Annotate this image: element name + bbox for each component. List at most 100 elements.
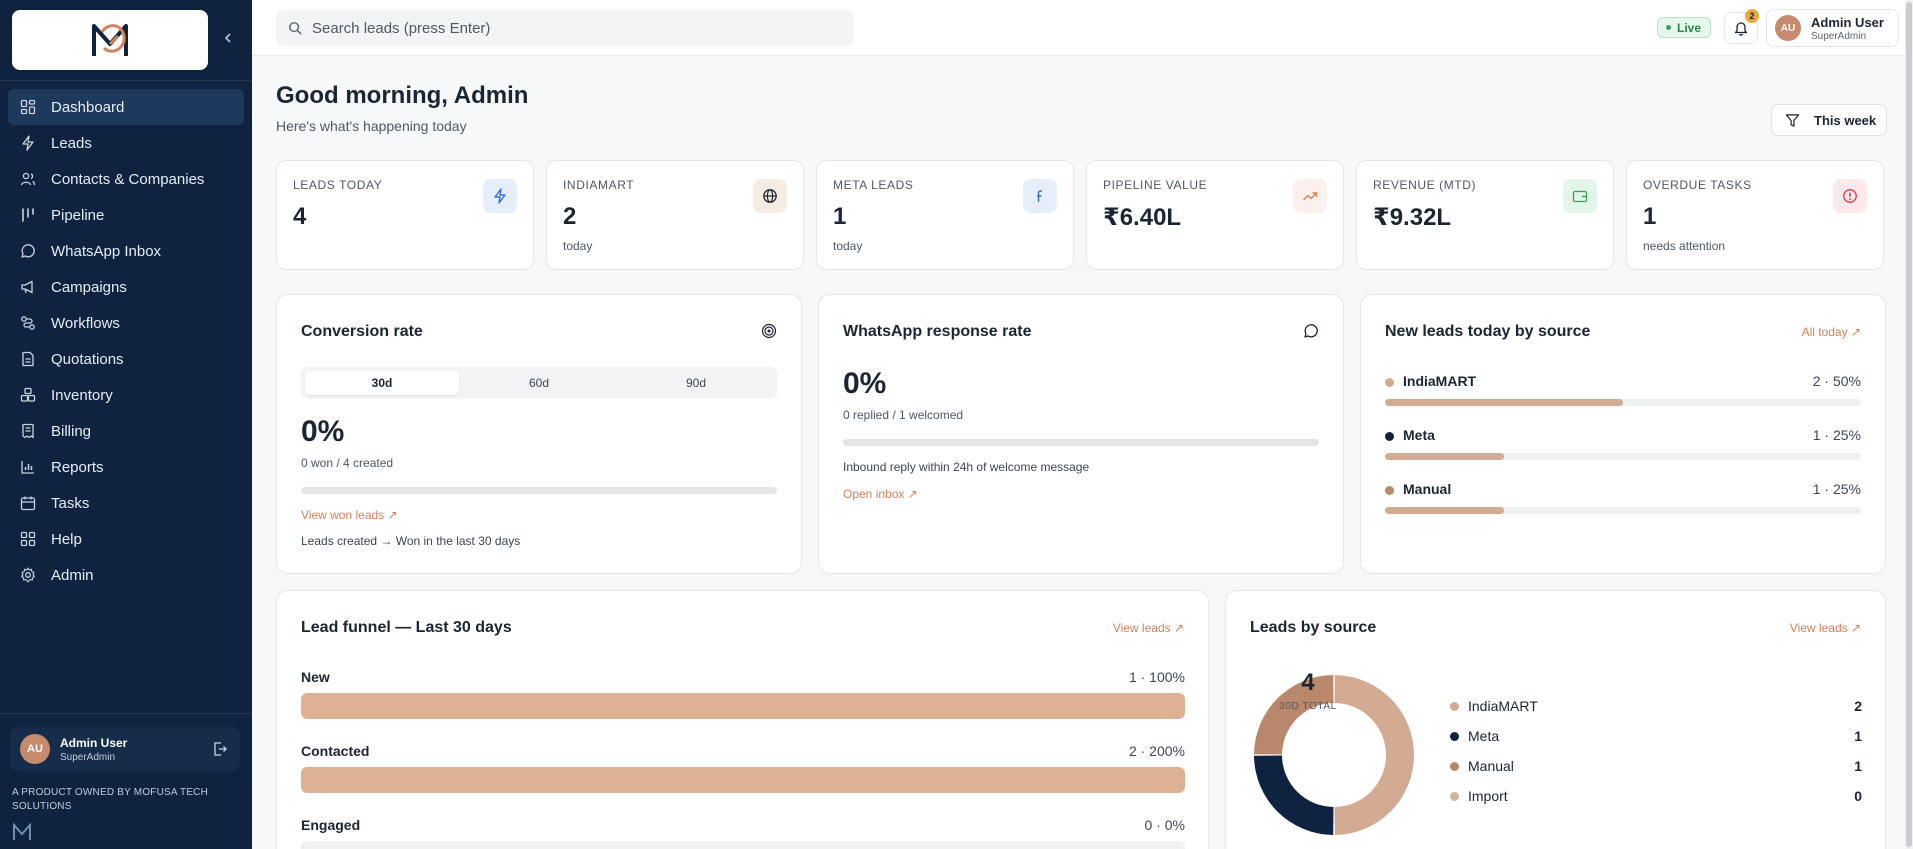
stat-value: ₹6.40L [1103, 204, 1182, 231]
sidebar-item-contacts[interactable]: Contacts & Companies [8, 161, 244, 197]
sidebar-item-reports[interactable]: Reports [8, 449, 244, 485]
calendar-icon [20, 496, 36, 511]
sidebar-item-admin[interactable]: Admin [8, 557, 244, 593]
source-bar-fill [1385, 507, 1504, 514]
stat-value: ₹9.32L [1373, 204, 1452, 231]
stat-card-revenue[interactable]: REVENUE (MTD) ₹9.32L [1356, 160, 1614, 270]
sidebar-item-inventory[interactable]: Inventory [8, 377, 244, 413]
open-inbox-link[interactable]: Open inbox ↗ [843, 487, 918, 501]
facebook-icon [1037, 190, 1042, 202]
all-today-link[interactable]: All today ↗ [1801, 325, 1861, 339]
brand-mini-logo-icon [13, 822, 31, 840]
leads-source-donut-chart [1254, 675, 1414, 835]
sidebar-item-pipeline[interactable]: Pipeline [8, 197, 244, 233]
legend-value: 1 [1854, 758, 1862, 774]
collapse-sidebar-button[interactable] [220, 30, 236, 46]
sidebar-item-label: Pipeline [51, 206, 105, 224]
sidebar-item-label: Billing [51, 422, 92, 440]
live-label: Live [1677, 20, 1702, 35]
legend-value: 0 [1854, 788, 1862, 804]
legend-name: IndiaMART [1468, 698, 1538, 714]
donut-slice-meta[interactable] [1254, 755, 1334, 835]
conversion-value: 0% [301, 415, 345, 448]
legend-item-meta: Meta 1 [1450, 727, 1862, 747]
sidebar-item-quotations[interactable]: Quotations [8, 341, 244, 377]
source-dot [1385, 378, 1394, 387]
funnel-stage-count: 1 · 100% [1128, 669, 1185, 685]
zap-icon [494, 188, 506, 204]
stat-label: OVERDUE TASKS [1643, 178, 1752, 192]
source-name: Manual [1403, 481, 1452, 497]
stat-card-indiamart[interactable]: INDIAMART 2 today [546, 160, 804, 270]
tab-60d[interactable]: 60d [528, 376, 550, 390]
sidebar-item-label: Quotations [51, 350, 124, 368]
zap-icon [22, 135, 34, 151]
view-leads-link[interactable]: View leads ↗ [1112, 621, 1184, 635]
legend-dot [1450, 702, 1459, 711]
whatsapp-value: 0% [843, 367, 887, 400]
sidebar-item-label: Campaigns [51, 278, 127, 296]
source-count: 1 · 25% [1812, 481, 1861, 497]
legend-name: Manual [1468, 758, 1514, 774]
stat-label: LEADS TODAY [293, 178, 383, 192]
sidebar-item-workflows[interactable]: Workflows [8, 305, 244, 341]
sidebar-item-label: Workflows [51, 314, 120, 332]
conversion-rate-card: Conversion rate 30d 60d 90d 0% 0 won / 4… [276, 294, 802, 574]
brand-logo-icon [92, 24, 128, 56]
legend-item-import: Import 0 [1450, 787, 1862, 807]
sidebar-item-tasks[interactable]: Tasks [8, 485, 244, 521]
message-circle-icon [1304, 324, 1318, 338]
stat-card-meta-leads[interactable]: META LEADS 1 today [816, 160, 1074, 270]
legend-name: Meta [1468, 728, 1500, 744]
donut-slice-manual[interactable] [1254, 675, 1334, 755]
stat-label: INDIAMART [563, 178, 635, 192]
search-input[interactable] [312, 19, 832, 37]
stat-subtext: today [563, 239, 593, 253]
funnel-bar-fill [301, 767, 1185, 793]
sidebar-nav: Dashboard Leads Contacts & Companies Pip… [8, 89, 244, 593]
live-status-badge: Live [1657, 17, 1712, 38]
legend-item-indiamart: IndiaMART 2 [1450, 697, 1862, 717]
stat-icon-box [483, 179, 517, 213]
sidebar-item-label: Dashboard [51, 98, 125, 116]
card-title: Leads by source [1250, 619, 1377, 636]
sidebar-item-billing[interactable]: Billing [8, 413, 244, 449]
sidebar-item-label: Admin [51, 566, 94, 584]
sidebar-item-dashboard[interactable]: Dashboard [8, 89, 244, 125]
stat-value: 4 [293, 203, 307, 230]
logout-icon[interactable] [212, 741, 228, 757]
tab-30d[interactable]: 30d [305, 371, 459, 395]
wallet-icon [1572, 190, 1588, 203]
sidebar-item-help[interactable]: Help [8, 521, 244, 557]
source-bar [1385, 399, 1861, 406]
avatar: AU [20, 734, 50, 764]
search-box[interactable] [276, 10, 854, 46]
funnel-bar [301, 767, 1185, 793]
stat-card-pipeline-value[interactable]: PIPELINE VALUE ₹6.40L [1086, 160, 1344, 270]
sidebar-item-label: Leads [51, 134, 92, 152]
live-dot-icon [1666, 25, 1671, 30]
sidebar-item-whatsapp-inbox[interactable]: WhatsApp Inbox [8, 233, 244, 269]
card-title: New leads today by source [1385, 323, 1591, 340]
stat-card-overdue-tasks[interactable]: OVERDUE TASKS 1 needs attention [1626, 160, 1884, 270]
sidebar-user-card[interactable]: AU Admin User SuperAdmin [10, 727, 240, 771]
app-logo[interactable] [12, 10, 208, 70]
stat-label: REVENUE (MTD) [1373, 178, 1477, 192]
page-scrollbar-thumb[interactable] [1906, 2, 1912, 847]
sidebar-item-leads[interactable]: Leads [8, 125, 244, 161]
date-range-button[interactable]: This week [1771, 104, 1887, 136]
card-title: Conversion rate [301, 323, 423, 340]
tab-90d[interactable]: 90d [685, 376, 707, 390]
card-title: Lead funnel — Last 30 days [301, 619, 512, 636]
donut-slice-indiamart[interactable] [1334, 675, 1414, 835]
legend-value: 2 [1854, 698, 1862, 714]
view-won-leads-link[interactable]: View won leads ↗ [301, 508, 398, 522]
view-leads-link[interactable]: View leads ↗ [1789, 621, 1861, 635]
sidebar-item-campaigns[interactable]: Campaigns [8, 269, 244, 305]
notifications-button[interactable] [1724, 12, 1758, 44]
stat-card-leads-today[interactable]: LEADS TODAY 4 [276, 160, 534, 270]
user-menu[interactable]: AU Admin User SuperAdmin [1766, 9, 1899, 47]
stat-value: 1 [833, 203, 847, 230]
sidebar-item-label: Contacts & Companies [51, 170, 205, 188]
boxes-icon [20, 387, 36, 402]
